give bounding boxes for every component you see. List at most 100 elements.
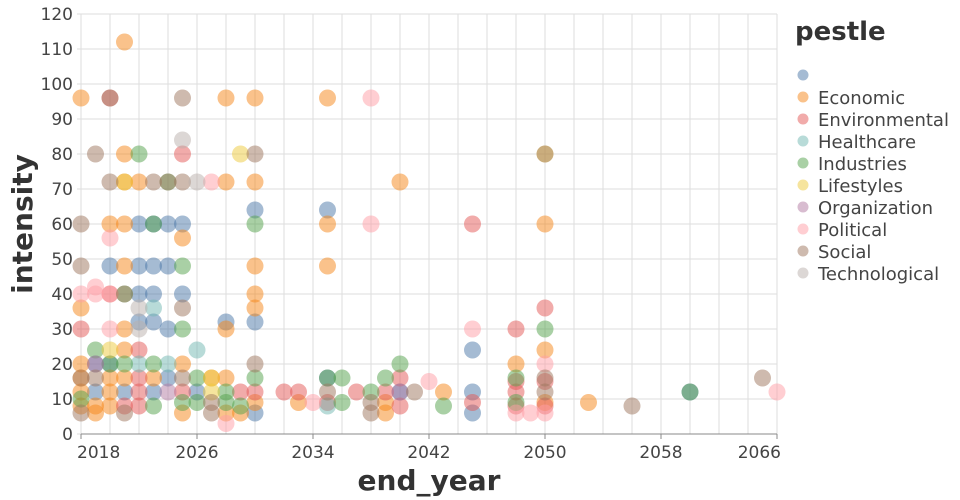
data-point [101,229,119,247]
data-point [101,173,119,191]
data-point [203,173,220,191]
data-point [72,320,90,338]
data-point [174,89,191,107]
data-point [116,383,133,401]
data-point [87,369,104,387]
x-axis-title: end_year [358,464,501,497]
y-tick-label: 100 [41,75,73,95]
data-point [174,285,191,303]
y-tick-label: 40 [51,285,73,305]
data-point [232,383,249,401]
data-point [130,173,148,191]
data-point [159,173,177,191]
data-point [333,394,351,411]
data-point [217,173,235,191]
x-tick-label: 2042 [407,443,450,463]
data-point [87,341,104,359]
data-point [116,369,133,387]
data-point [536,383,554,401]
data-point [507,355,525,373]
data-point [246,285,264,303]
data-point [319,89,336,107]
data-point [464,341,481,359]
data-point [333,369,351,387]
data-point [188,369,206,387]
data-point [145,397,162,415]
data-point [72,215,90,233]
data-point [246,313,264,331]
legend-symbol [797,113,809,125]
y-tick-label: 20 [51,355,73,375]
data-point [159,257,177,275]
data-point [290,383,307,401]
data-point [72,257,90,275]
data-point [246,201,264,219]
data-point [174,131,191,149]
data-point [101,257,119,275]
legend-label: Lifestyles [818,176,903,197]
data-point [116,145,133,163]
data-point [145,369,162,387]
legend-label: Environmental [818,110,949,131]
data-point [681,383,699,401]
data-point [101,320,119,338]
data-point [464,320,481,338]
data-point [275,383,293,401]
x-tick-label: 2058 [639,443,682,463]
data-point [464,215,481,233]
data-point [130,397,148,415]
data-point [507,320,525,338]
data-point [72,89,90,107]
data-point [217,394,235,411]
data-point [420,373,438,390]
data-point [130,383,148,401]
x-tick-label: 2018 [77,443,120,463]
data-point [87,285,104,303]
data-point [159,369,177,387]
y-tick-label: 60 [51,215,73,235]
legend-label: Economic [818,88,905,109]
data-point [116,285,133,303]
data-point [536,215,554,233]
data-point [217,89,235,107]
y-axis-title: intensity [6,154,39,294]
data-point [101,341,119,359]
data-point [174,394,191,411]
data-point [203,369,220,387]
legend-label: Organization [818,198,933,219]
data-point [246,299,264,317]
data-point [174,173,191,191]
y-axis: 0 10 20 30 40 50 60 70 80 90 100 110 120 [41,5,73,445]
data-point [116,320,133,338]
data-point [174,257,191,275]
legend-label: Industries [818,154,907,175]
data-point [116,257,133,275]
data-point [159,215,177,233]
legend-symbol [797,223,809,235]
data-point [754,369,771,387]
data-point [130,257,148,275]
data-point [507,369,525,387]
legend-symbol [797,179,809,191]
data-point [72,369,90,387]
data-point [101,383,119,401]
data-point [116,404,133,422]
legend-label: Healthcare [818,132,916,153]
data-point [145,383,162,401]
data-point [130,215,148,233]
data-point [174,355,191,373]
legend-symbol [797,201,809,213]
x-axis: 2018 2026 2034 2042 2050 2058 2066 [77,434,781,463]
data-point [377,369,394,387]
y-tick-label: 120 [41,5,73,25]
data-point [72,355,90,373]
y-tick-label: 50 [51,250,73,270]
data-point [319,397,336,415]
data-point [145,299,162,317]
data-point [130,369,148,387]
data-point [246,215,264,233]
y-tick-label: 10 [51,390,73,410]
data-point [377,404,394,422]
data-point [203,404,220,422]
